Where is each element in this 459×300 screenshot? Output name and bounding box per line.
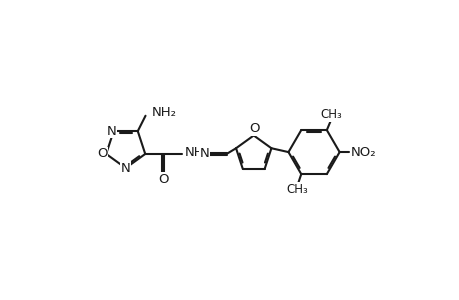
Text: N: N (106, 124, 116, 138)
Text: O: O (97, 148, 107, 160)
Text: N: N (121, 162, 130, 175)
Text: O: O (157, 173, 168, 186)
Text: NH: NH (185, 146, 204, 159)
Text: CH₃: CH₃ (320, 108, 341, 121)
Text: O: O (249, 122, 259, 135)
Text: CH₃: CH₃ (286, 183, 308, 196)
Text: NH₂: NH₂ (151, 106, 176, 119)
Text: NO₂: NO₂ (350, 146, 375, 159)
Text: N: N (200, 148, 209, 160)
